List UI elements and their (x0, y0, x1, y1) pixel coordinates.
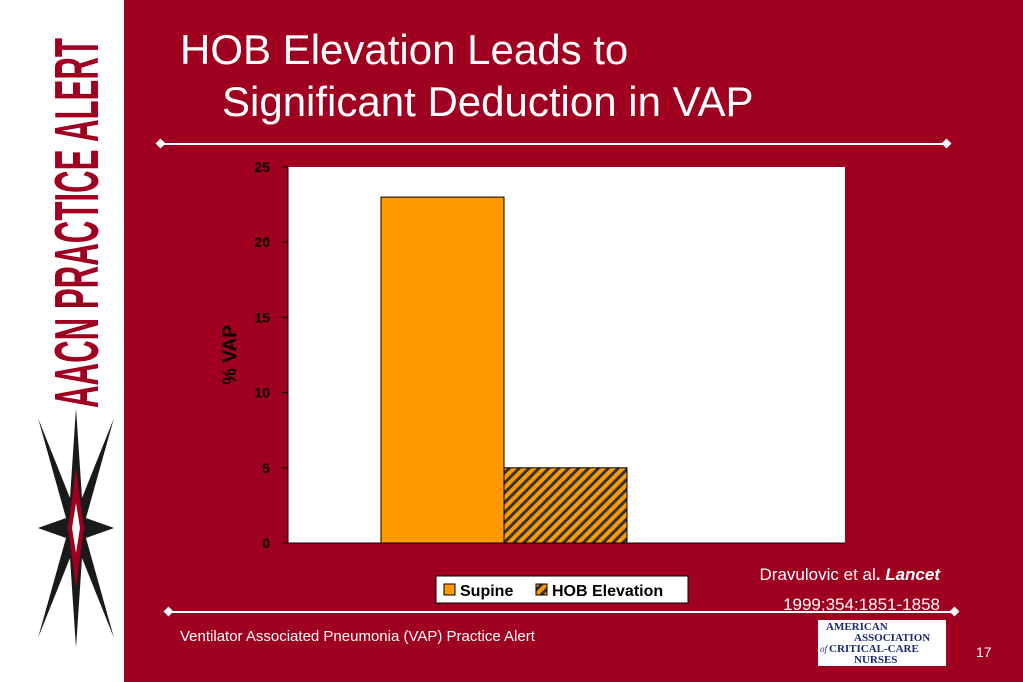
org-logo-line-2: ASSOCIATION (854, 632, 930, 644)
bar-supine (380, 196, 505, 544)
slide-title: HOB Elevation Leads to Significant Deduc… (180, 24, 754, 128)
sidebar-title-text: AACN PRACTICE ALERT (43, 38, 112, 408)
y-tick-label: 5 (262, 460, 270, 476)
y-tick-label: 15 (254, 309, 270, 325)
chart-legend: Supine HOB Elevation (435, 575, 689, 604)
top-divider (160, 143, 947, 145)
citation: Dravulovic et al. Lancet 1999;354:1851-1… (704, 560, 940, 620)
title-line-2: Significant Deduction in VAP (222, 78, 754, 125)
org-logo-of: of (820, 644, 829, 654)
y-tick-label: 25 (254, 159, 270, 175)
org-logo-line-1: AMERICAN (826, 621, 888, 633)
slide-content: HOB Elevation Leads to Significant Deduc… (124, 0, 1023, 682)
footer-text: Ventilator Associated Pneumonia (VAP) Pr… (180, 628, 535, 645)
org-logo-line-3: CRITICAL-CARE (829, 643, 919, 655)
y-tick-label: 20 (254, 234, 270, 250)
legend-label-hob-elevation: HOB Elevation (552, 583, 663, 600)
y-tick-label: 0 (262, 535, 270, 551)
org-logo-line-4: NURSES (854, 654, 897, 666)
bar-chart: 0 5 10 15 20 25 % VAP Supine HOB Elevation (220, 159, 845, 604)
sidebar-title: AACN PRACTICE ALERT (38, 36, 113, 410)
legend-swatch-hob-elevation (535, 583, 548, 596)
aacn-org-logo: AMERICAN ASSOCIATION of CRITICAL-CARE NU… (818, 620, 946, 666)
y-tick-label: 10 (254, 385, 270, 401)
aacn-star-logo (38, 408, 114, 648)
citation-journal: Lancet (885, 565, 940, 584)
citation-reference: 1999;354:1851-1858 (783, 595, 940, 614)
bar-hob-elevation (503, 467, 628, 544)
bottom-divider (168, 611, 955, 613)
sidebar: AACN PRACTICE ALERT (0, 0, 124, 682)
y-axis-label: % VAP (220, 325, 241, 385)
legend-swatch-supine (443, 583, 456, 596)
page-number: 17 (976, 644, 992, 660)
legend-label-supine: Supine (460, 583, 513, 600)
title-line-1: HOB Elevation Leads to (180, 26, 629, 73)
citation-authors: Dravulovic et al (759, 565, 876, 584)
